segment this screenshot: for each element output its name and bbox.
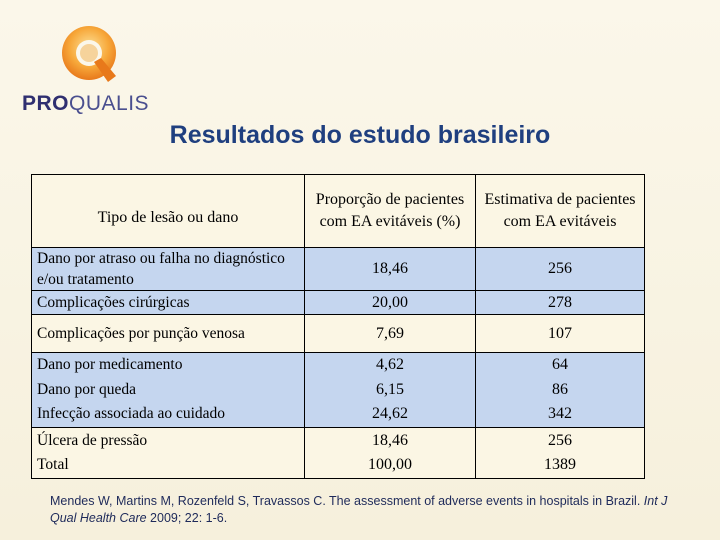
row-estimate: 86 <box>552 380 568 398</box>
row-proportion: 4,62 <box>376 356 404 374</box>
row-label: Dano por atraso ou falha no diagnóstico … <box>31 247 305 291</box>
results-table: Tipo de lesão ou dano Proporção de pacie… <box>31 174 645 479</box>
proqualis-logo: PROQUALIS <box>22 22 157 117</box>
row-label: Total <box>37 456 69 473</box>
table-row: Dano por atraso ou falha no diagnóstico … <box>31 247 645 291</box>
row-proportion: 6,15 <box>376 380 404 398</box>
row-label: Úlcera de pressão <box>37 431 148 449</box>
row-proportion: 100,00 <box>368 456 412 473</box>
row-estimate: 1389 <box>544 456 576 473</box>
table-row-group: Úlcera de pressão Total 18,46 100,00 256… <box>31 427 645 479</box>
row-estimate: 342 <box>548 405 572 423</box>
row-estimate: 256 <box>475 247 645 291</box>
header-proportion: Proporção de pacientes com EA evitáveis … <box>304 174 476 248</box>
page-title: Resultados do estudo brasileiro <box>169 121 551 149</box>
row-label: Complicações cirúrgicas <box>31 290 305 315</box>
logo-wordmark: PROQUALIS <box>22 92 150 115</box>
table-header-row: Tipo de lesão ou dano Proporção de pacie… <box>31 174 645 248</box>
row-label: Infecção associada ao cuidado <box>37 405 226 423</box>
row-label: Dano por queda <box>37 380 136 398</box>
row-estimate: 278 <box>475 290 645 315</box>
table-row-group: Dano por medicamento Dano por queda Infe… <box>31 352 645 428</box>
header-type: Tipo de lesão ou dano <box>31 174 305 248</box>
row-estimate: 64 <box>552 356 568 374</box>
reference-citation: Mendes W, Martins M, Rozenfeld S, Travas… <box>50 494 668 525</box>
row-proportion: 7,69 <box>304 314 476 353</box>
header-estimate: Estimativa de pacientes com EA evitáveis <box>475 174 645 248</box>
row-proportion: 18,46 <box>372 431 408 449</box>
table-row: Complicações por punção venosa 7,69 107 <box>31 314 645 353</box>
proqualis-logo-icon <box>62 26 116 82</box>
row-estimate: 107 <box>475 314 645 353</box>
row-estimate: 256 <box>548 431 572 449</box>
row-proportion: 24,62 <box>372 405 408 423</box>
row-label: Complicações por punção venosa <box>31 314 305 353</box>
row-proportion: 20,00 <box>304 290 476 315</box>
journal-name: Int J Qual Health Care <box>50 494 668 525</box>
table-row: Complicações cirúrgicas 20,00 278 <box>31 290 645 315</box>
row-proportion: 18,46 <box>304 247 476 291</box>
row-label: Dano por medicamento <box>37 356 183 374</box>
